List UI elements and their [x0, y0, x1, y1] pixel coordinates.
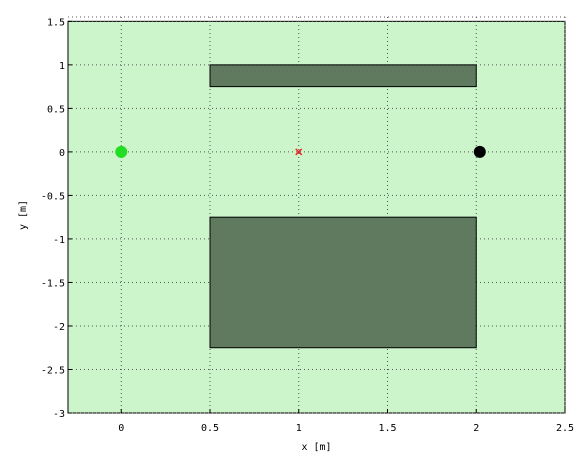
x-tick-label: 1.5: [378, 423, 396, 434]
y-tick-label: -1.5: [41, 278, 65, 289]
y-tick-label: -3: [53, 409, 65, 420]
y-tick-label: 0: [59, 148, 65, 159]
x-tick-label: 0.5: [201, 423, 219, 434]
y-axis-label: y [m]: [18, 200, 29, 230]
obstacle-1: [209, 64, 477, 88]
y-tick-label: 0.5: [47, 104, 65, 115]
y-tick-label: -1: [53, 235, 65, 246]
y-tick-label: 1.5: [47, 17, 65, 28]
x-tick-label: 1: [296, 423, 302, 434]
obstacle-2: [209, 216, 477, 349]
midpoint-point: [295, 148, 303, 156]
x-tick-label: 2: [473, 423, 479, 434]
start-point: [115, 145, 128, 158]
y-tick-label: -0.5: [41, 191, 65, 202]
x-axis-label: x [m]: [301, 442, 331, 453]
x-tick-label: 0: [118, 423, 124, 434]
x-tick-label: 2.5: [556, 423, 574, 434]
y-tick-label: -2.5: [41, 365, 65, 376]
y-tick-label: 1: [59, 61, 65, 72]
y-tick-label: -2: [53, 322, 65, 333]
goal-point: [473, 145, 486, 158]
